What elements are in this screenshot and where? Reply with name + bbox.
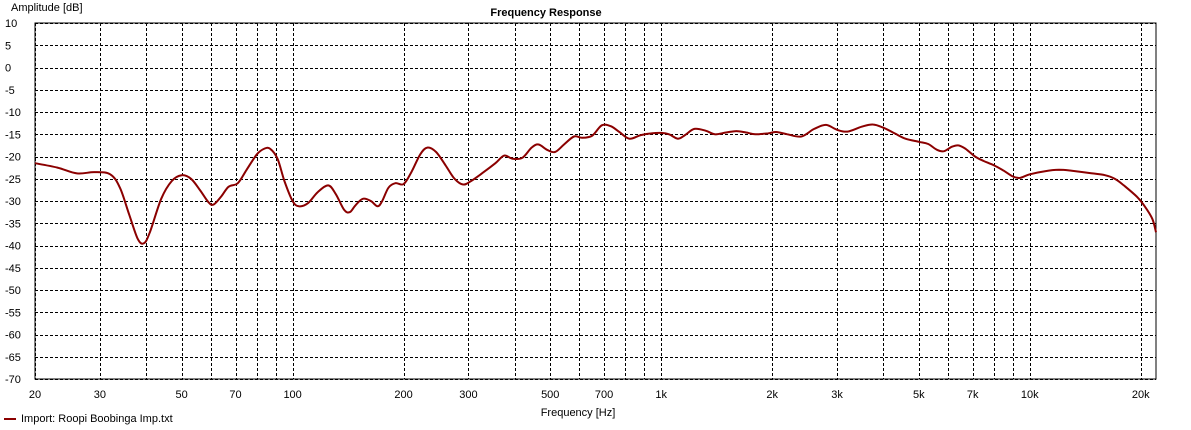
y-tick-label: -65 — [5, 352, 21, 364]
x-tick-label: 3k — [831, 389, 843, 401]
x-tick-label: 70 — [229, 389, 241, 401]
plot-frame — [34, 22, 1157, 380]
x-tick-label: 500 — [541, 389, 559, 401]
x-tick-label: 20k — [1132, 389, 1150, 401]
y-tick-label: -40 — [5, 241, 21, 253]
y-tick-label: 10 — [5, 18, 17, 30]
legend-label: Import: Roopi Boobinga Imp.txt — [21, 413, 173, 425]
x-tick-label: 100 — [283, 389, 301, 401]
x-tick-label: 20 — [29, 389, 41, 401]
y-tick-label: -70 — [5, 374, 21, 386]
series-line — [34, 123, 1157, 245]
legend: Import: Roopi Boobinga Imp.txt — [4, 413, 173, 425]
y-tick-label: -10 — [5, 107, 21, 119]
x-tick-label: 7k — [967, 389, 979, 401]
grid — [35, 23, 1156, 380]
y-tick-labels: 10 5 0 -5 -10 -15 -20 -25 -30 -35 -40 -45 -50 -55 -60 -… — [5, 18, 21, 386]
x-tick-label: 10k — [1021, 389, 1039, 401]
x-tick-label: 30 — [94, 389, 106, 401]
y-tick-label: 0 — [5, 63, 11, 75]
x-tick-label: 700 — [595, 389, 613, 401]
y-tick-label: -55 — [5, 307, 21, 319]
y-tick-label: -5 — [5, 85, 15, 97]
y-tick-label: 5 — [5, 40, 11, 52]
chart-title: Frequency Response — [490, 7, 601, 19]
y-tick-label: -30 — [5, 196, 21, 208]
y-tick-label: -50 — [5, 285, 21, 297]
x-tick-labels: 20 30 50 70 100 200 300 500 700 1k 2k 3k 5k 7k 10k 20k — [29, 389, 1150, 401]
x-tick-label: 1k — [655, 389, 667, 401]
y-tick-label: -15 — [5, 129, 21, 141]
x-tick-label: 200 — [394, 389, 412, 401]
legend-swatch — [4, 418, 16, 420]
x-tick-label: 2k — [766, 389, 778, 401]
x-tick-label: 300 — [459, 389, 477, 401]
y-tick-label: -45 — [5, 263, 21, 275]
y-tick-label: -20 — [5, 152, 21, 164]
x-tick-label: 50 — [176, 389, 188, 401]
x-axis-label: Frequency [Hz] — [541, 407, 616, 419]
y-axis-label: Amplitude [dB] — [11, 2, 83, 14]
y-tick-label: -35 — [5, 218, 21, 230]
y-tick-label: -25 — [5, 174, 21, 186]
x-tick-label: 5k — [913, 389, 925, 401]
y-tick-label: -60 — [5, 330, 21, 342]
